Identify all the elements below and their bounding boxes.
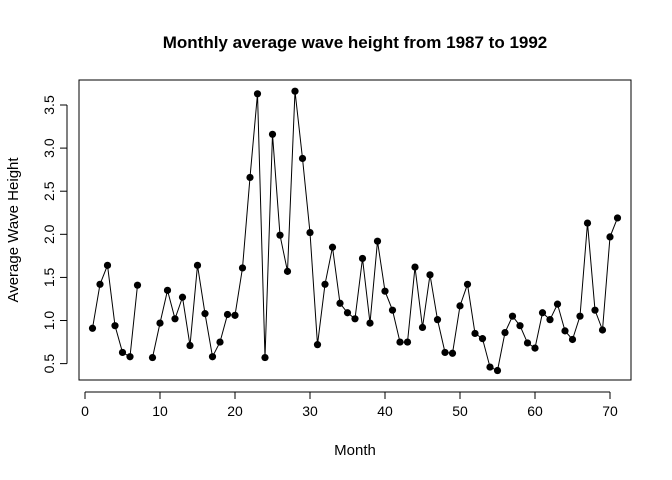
data-point <box>298 154 307 163</box>
data-point <box>471 329 479 338</box>
y-tick-label: 2.0 <box>41 224 57 244</box>
data-point <box>313 341 322 349</box>
data-point <box>396 338 404 346</box>
data-point <box>598 326 607 334</box>
data-point <box>358 254 367 263</box>
data-point <box>501 328 509 337</box>
data-point <box>456 302 464 310</box>
data-point <box>343 309 352 317</box>
data-point <box>261 353 269 362</box>
x-axis-label: Month <box>334 442 376 459</box>
data-point <box>238 264 247 272</box>
data-point <box>111 322 119 330</box>
data-point <box>366 319 374 327</box>
data-point <box>88 324 97 332</box>
data-point <box>201 310 209 318</box>
data-point <box>381 287 389 295</box>
x-tick-label: 20 <box>227 403 243 419</box>
data-point <box>403 338 412 346</box>
data-point <box>253 90 262 98</box>
data-point <box>478 335 487 343</box>
data-point <box>463 280 472 288</box>
data-point <box>328 243 337 251</box>
data-point <box>546 316 554 324</box>
data-point <box>583 219 592 227</box>
data-point <box>231 311 239 319</box>
data-point <box>133 281 142 289</box>
chart-title: Monthly average wave height from 1987 to… <box>163 33 548 52</box>
data-point <box>156 319 164 327</box>
data-point <box>171 315 179 323</box>
data-point <box>178 293 187 301</box>
data-point <box>193 261 202 269</box>
data-point <box>553 300 562 308</box>
y-tick-label: 0.5 <box>41 354 57 374</box>
x-tick-label: 50 <box>452 403 468 419</box>
data-point <box>531 344 539 352</box>
data-point <box>148 353 157 362</box>
data-point <box>223 310 232 319</box>
data-point <box>208 353 217 361</box>
data-point <box>321 280 329 288</box>
data-point <box>516 322 524 330</box>
data-point <box>216 338 224 346</box>
data-point <box>426 271 434 279</box>
y-axis-label: Average Wave Height <box>5 157 22 303</box>
data-point <box>493 366 502 375</box>
data-point <box>351 315 359 323</box>
data-point <box>411 263 419 271</box>
x-tick-label: 10 <box>152 403 168 419</box>
data-point <box>613 214 622 222</box>
y-tick-label: 3.5 <box>41 95 57 115</box>
data-point <box>118 348 127 357</box>
data-point <box>268 130 277 138</box>
data-point <box>276 231 284 239</box>
series-line <box>152 91 618 372</box>
series-line <box>92 265 138 358</box>
y-tick-label: 2.5 <box>41 181 57 201</box>
data-point <box>186 341 194 350</box>
data-point <box>126 353 134 361</box>
data-point <box>441 348 449 357</box>
data-point <box>246 173 254 182</box>
data-point <box>568 335 577 344</box>
data-point <box>306 228 314 237</box>
data-point <box>373 237 382 245</box>
data-point <box>336 299 344 307</box>
data-point <box>508 312 517 320</box>
x-tick-label: 40 <box>377 403 393 419</box>
x-tick-label: 0 <box>81 403 89 419</box>
data-point <box>96 280 104 288</box>
data-point <box>523 339 532 347</box>
x-tick-label: 60 <box>527 403 543 419</box>
data-point <box>291 87 299 95</box>
x-tick-label: 30 <box>302 403 318 419</box>
data-point <box>448 349 457 357</box>
data-point <box>433 316 442 324</box>
plot-frame <box>78 79 632 381</box>
data-point <box>576 312 584 320</box>
data-point <box>561 327 569 335</box>
data-point <box>486 363 494 371</box>
series-layer <box>88 87 622 375</box>
y-tick-label: 1.0 <box>41 311 57 331</box>
data-point <box>591 306 599 314</box>
data-point <box>606 233 614 241</box>
y-tick-label: 3.0 <box>41 138 57 158</box>
x-tick-label: 70 <box>602 403 618 419</box>
data-point <box>103 261 112 269</box>
data-point <box>163 286 172 294</box>
data-point <box>388 306 397 314</box>
axes: 0 10 20 30 40 50 60 70 0.5 1.0 1.5 2.0 2.5 3.0 3.5 <box>41 95 618 419</box>
y-tick-label: 1.5 <box>41 267 57 287</box>
data-point <box>418 323 427 332</box>
data-point <box>283 267 292 275</box>
data-point <box>538 309 547 317</box>
